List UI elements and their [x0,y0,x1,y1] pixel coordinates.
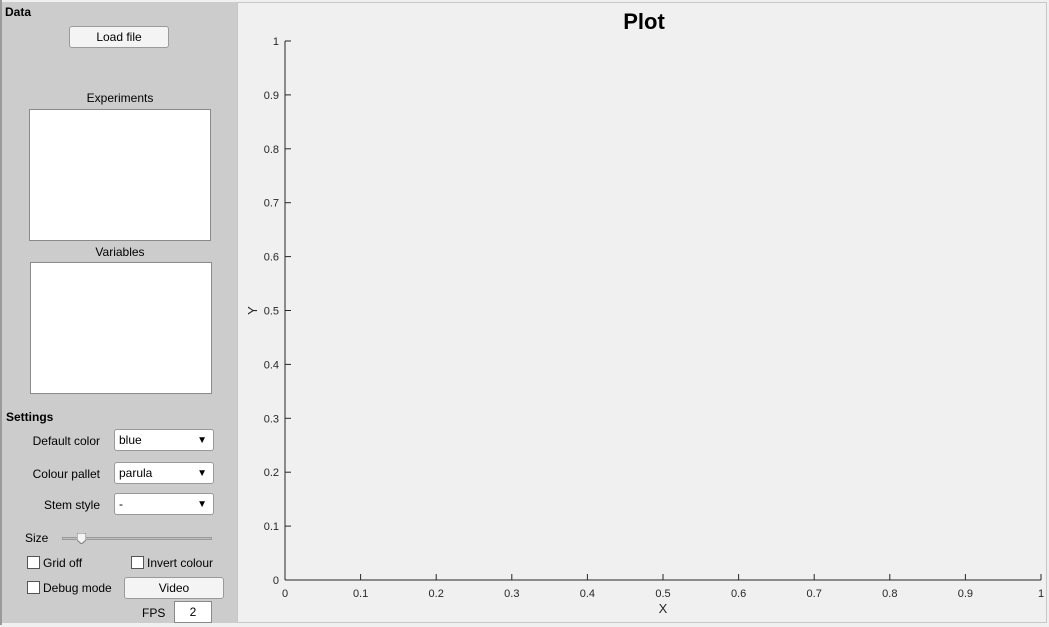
x-tick-label: 0.3 [504,588,519,600]
x-tick-label: 1 [1038,588,1044,600]
size-label: Size [25,531,49,545]
x-tick-label: 0.1 [353,588,368,600]
default-color-select[interactable]: blue ▼ [114,429,214,451]
stem-style-value: - [119,497,123,511]
y-tick-label: 0.7 [264,198,279,210]
default-color-value: blue [119,433,142,447]
stem-style-select[interactable]: - ▼ [114,493,214,515]
chevron-down-icon: ▼ [197,435,207,446]
y-tick-label: 0.6 [264,252,279,264]
y-tick-label: 0 [273,575,279,587]
y-tick-label: 1 [273,36,279,48]
window-left-border [0,0,2,625]
video-button[interactable]: Video [124,577,224,599]
plot-title: Plot [623,9,665,34]
stem-style-label: Stem style [43,498,100,512]
variables-label: Variables [95,245,145,259]
control-panel: Data Load file Experiments Variables Set… [2,2,237,623]
x-tick-label: 0.5 [655,588,670,600]
fps-input[interactable]: 2 [174,601,212,623]
x-tick-label: 0.7 [807,588,822,600]
variables-listbox[interactable] [30,262,212,394]
y-tick-label: 0.5 [264,306,279,318]
chevron-down-icon: ▼ [197,468,207,479]
invert-colour-label: Invert colour [147,556,214,570]
y-tick-label: 0.9 [264,90,279,102]
colour-pallet-label: Colour pallet [32,467,100,481]
grid-off-checkbox[interactable] [27,556,40,569]
default-color-label: Default color [32,434,100,448]
y-tick-label: 0.8 [264,144,279,156]
size-slider-thumb[interactable] [76,532,86,545]
x-tick-label: 0.4 [580,588,595,600]
plot-axes: Plot 0 0.1 0.2 0.3 0.4 0.5 0.6 0.7 0.8 0.9 1 0 0.1 0.2… [245,9,1044,616]
grid-off-label: Grid off [43,556,83,570]
x-tick-label: 0.6 [731,588,746,600]
plot-panel: Plot 0 0.1 0.2 0.3 0.4 0.5 0.6 0.7 0.8 0.9 1 0 0.1 0.2… [237,2,1047,623]
y-tick-label: 0.4 [264,359,279,371]
chevron-down-icon: ▼ [197,499,207,510]
x-tick-label: 0.9 [958,588,973,600]
experiments-label: Experiments [86,91,154,105]
invert-colour-checkbox[interactable] [131,556,144,569]
debug-mode-checkbox[interactable] [27,581,40,594]
fps-label: FPS [142,606,166,620]
debug-mode-label: Debug mode [43,581,112,595]
y-axis-label: Y [245,306,260,315]
data-section-title: Data [5,5,32,19]
size-slider-track [62,537,212,540]
y-tick-label: 0.1 [264,521,279,533]
x-tick-label: 0.8 [882,588,897,600]
size-slider[interactable] [62,532,212,545]
colour-pallet-select[interactable]: parula ▼ [114,462,214,484]
experiments-listbox[interactable] [29,109,211,241]
load-file-button[interactable]: Load file [69,26,169,48]
settings-section-title: Settings [6,410,54,424]
x-tick-label: 0.2 [429,588,444,600]
colour-pallet-value: parula [119,466,153,480]
y-tick-label: 0.2 [264,467,279,479]
x-tick-label: 0 [282,588,288,600]
y-tick-label: 0.3 [264,413,279,425]
x-axis-label: X [659,601,668,616]
